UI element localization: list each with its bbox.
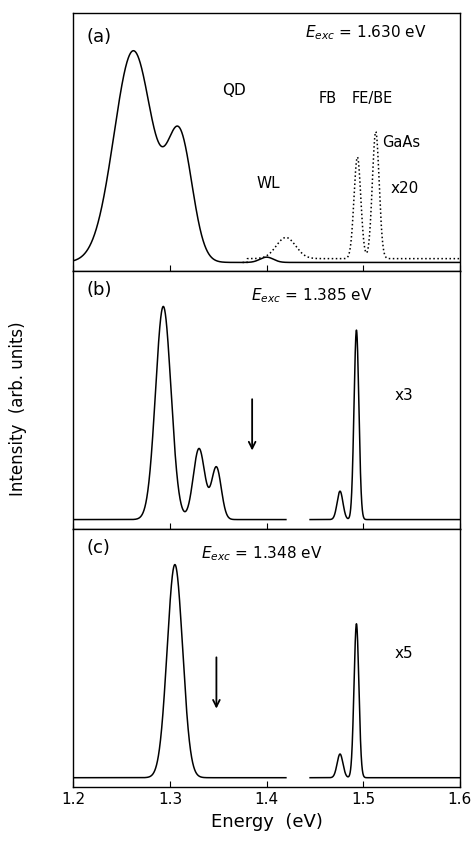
Text: Intensity  (arb. units): Intensity (arb. units) — [9, 321, 27, 496]
Text: $E_{exc}$ = 1.630 eV: $E_{exc}$ = 1.630 eV — [305, 23, 427, 42]
Text: x5: x5 — [394, 646, 413, 661]
Text: GaAs: GaAs — [383, 135, 420, 150]
Text: x20: x20 — [390, 181, 419, 197]
Text: (a): (a) — [87, 28, 112, 46]
Text: QD: QD — [222, 83, 246, 99]
Text: $E_{exc}$ = 1.348 eV: $E_{exc}$ = 1.348 eV — [201, 545, 322, 563]
Text: $E_{exc}$ = 1.385 eV: $E_{exc}$ = 1.385 eV — [251, 287, 373, 306]
Text: (c): (c) — [87, 540, 111, 557]
Text: FE/BE: FE/BE — [352, 91, 393, 106]
Text: (b): (b) — [87, 281, 112, 300]
X-axis label: Energy  (eV): Energy (eV) — [210, 813, 323, 831]
Text: x3: x3 — [394, 388, 413, 403]
Text: WL: WL — [257, 176, 281, 191]
Text: FB: FB — [319, 91, 337, 106]
